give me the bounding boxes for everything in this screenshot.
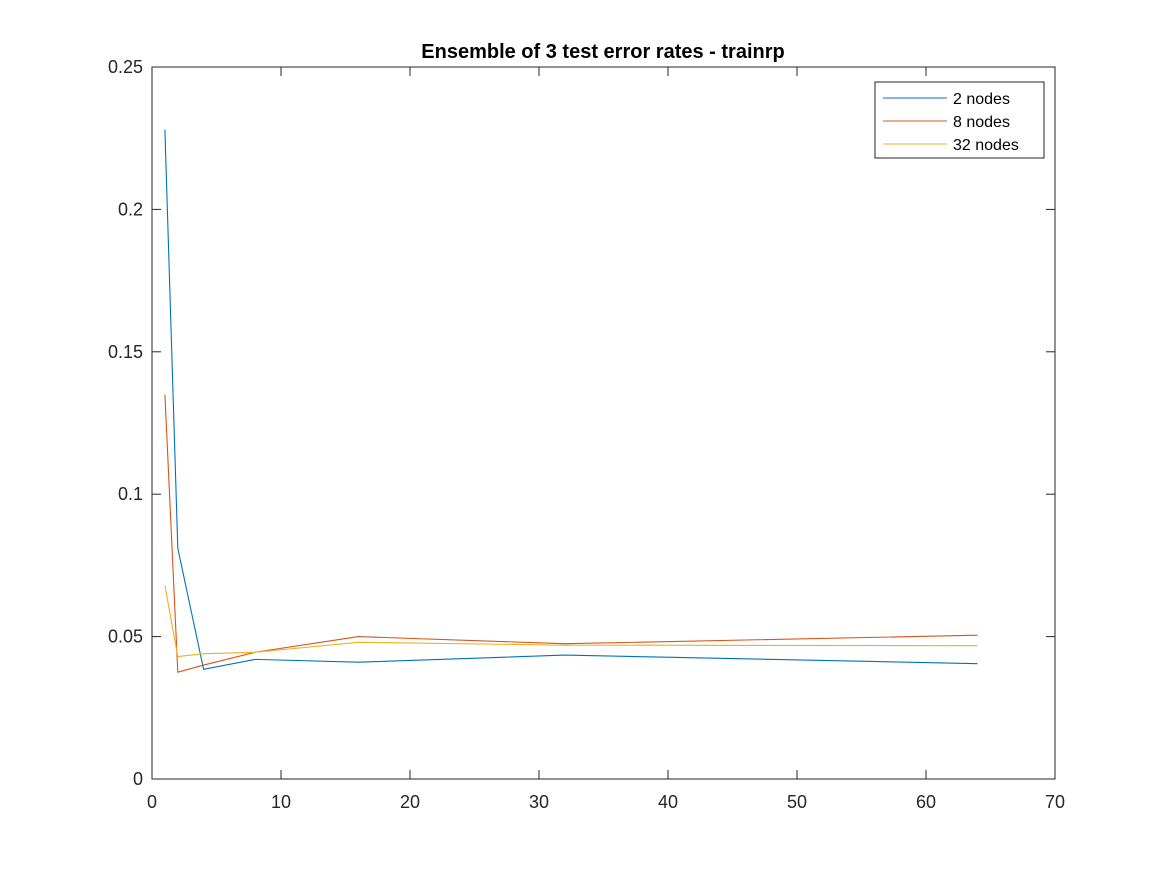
chart-title: Ensemble of 3 test error rates - trainrp xyxy=(421,41,784,63)
y-tick-label: 0.1 xyxy=(118,484,143,504)
y-tick-label: 0.25 xyxy=(108,57,143,77)
legend: 2 nodes 8 nodes 32 nodes xyxy=(874,81,1045,159)
y-tick-label: 0.15 xyxy=(108,342,143,362)
series-line-2-nodes xyxy=(164,129,978,670)
x-tick-label: 60 xyxy=(916,792,936,812)
plot-area xyxy=(152,67,1055,779)
x-tick-label: 30 xyxy=(529,792,549,812)
x-tick-label: 10 xyxy=(271,792,291,812)
axes-layer: 0 10 20 30 40 50 60 70 0 0.05 0.1 0.15 0.2 0.25 xyxy=(108,57,1065,812)
axes-box xyxy=(151,66,1056,780)
x-tick-label: 0 xyxy=(147,792,157,812)
y-tick-label: 0.05 xyxy=(108,627,143,647)
y-tick-label: 0.2 xyxy=(118,199,143,219)
x-tick-label: 40 xyxy=(658,792,678,812)
plot-background xyxy=(152,67,1055,779)
legend-label: 8 nodes xyxy=(953,114,1010,131)
series-layer xyxy=(164,129,978,673)
legend-box xyxy=(874,81,1045,159)
legend-label: 32 nodes xyxy=(953,137,1019,154)
x-tick-label: 20 xyxy=(400,792,420,812)
x-tick-label: 50 xyxy=(787,792,807,812)
y-tick-label: 0 xyxy=(133,769,143,789)
x-tick-label: 70 xyxy=(1045,792,1065,812)
legend-label: 2 nodes xyxy=(953,91,1010,108)
series-line-32-nodes xyxy=(164,585,978,658)
